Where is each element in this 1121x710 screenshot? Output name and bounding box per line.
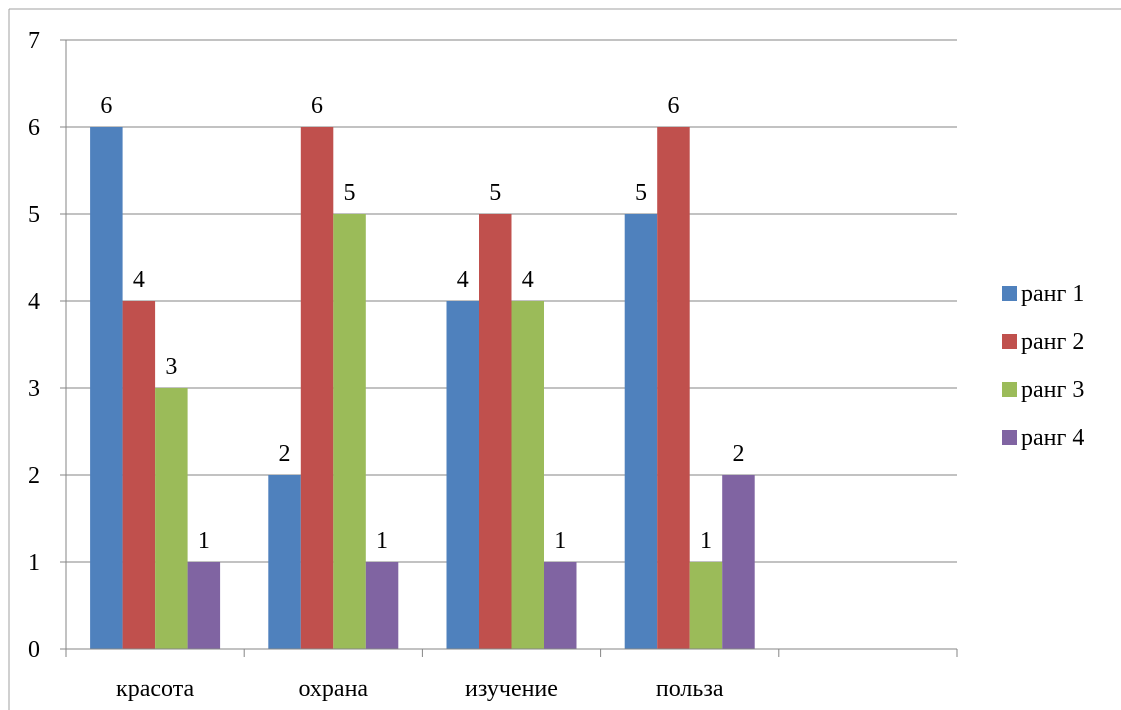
data-label: 4 [133,267,145,293]
data-label: 6 [100,93,112,119]
y-tick-label: 1 [28,550,40,576]
y-tick-label: 6 [28,115,40,141]
data-label: 1 [554,528,566,554]
y-tick-label: 5 [28,202,40,228]
y-tick-labels: 0 1 2 3 4 5 6 7 [28,28,40,663]
legend-label: ранг 2 [1021,329,1084,355]
data-label: 6 [667,93,679,119]
legend-label: ранг 3 [1021,377,1084,403]
legend-label: ранг 1 [1021,281,1084,307]
data-label: 4 [457,267,469,293]
legend-swatch [1002,430,1017,445]
bar [365,562,399,649]
data-label: 2 [279,441,291,467]
data-label: 4 [522,267,534,293]
bar [446,301,479,649]
bar [624,214,658,649]
bar [300,127,334,649]
x-category-label: польза [656,676,724,702]
legend-label: ранг 4 [1021,425,1084,451]
y-tick-label: 2 [28,463,40,489]
bar [657,127,690,649]
bar [155,388,188,649]
data-label: 1 [198,528,210,554]
legend-swatch [1002,382,1017,397]
data-label: 2 [732,441,744,467]
bar [122,301,156,649]
y-tick-label: 3 [28,376,40,402]
axes [8,8,1121,710]
bar [544,562,577,649]
legend-swatch [1002,286,1017,301]
bar [722,475,755,649]
bar [268,475,301,649]
bars [90,127,755,649]
data-labels: 6 4 3 1 2 6 5 1 4 5 4 1 5 6 1 2 [100,93,744,554]
bar [187,562,221,649]
bar [90,127,123,649]
data-label: 5 [344,180,356,206]
data-label: 1 [376,528,388,554]
legend: ранг 1 ранг 2 ранг 3 ранг 4 [1002,281,1084,451]
bar [479,214,512,649]
data-label: 1 [700,528,712,554]
y-tick-label: 4 [28,289,40,315]
legend-swatch [1002,334,1017,349]
y-tick-label: 7 [28,28,40,54]
bar [333,214,366,649]
data-label: 3 [165,354,177,380]
x-category-label: красота [116,676,194,702]
x-category-labels: красота охрана изучение польза [116,676,724,702]
x-category-label: изучение [465,676,558,702]
bar [689,562,723,649]
data-label: 5 [489,180,501,206]
x-category-label: охрана [299,676,369,702]
bar [511,301,544,649]
y-tick-label: 0 [28,637,40,663]
data-label: 5 [635,180,647,206]
data-label: 6 [311,93,323,119]
